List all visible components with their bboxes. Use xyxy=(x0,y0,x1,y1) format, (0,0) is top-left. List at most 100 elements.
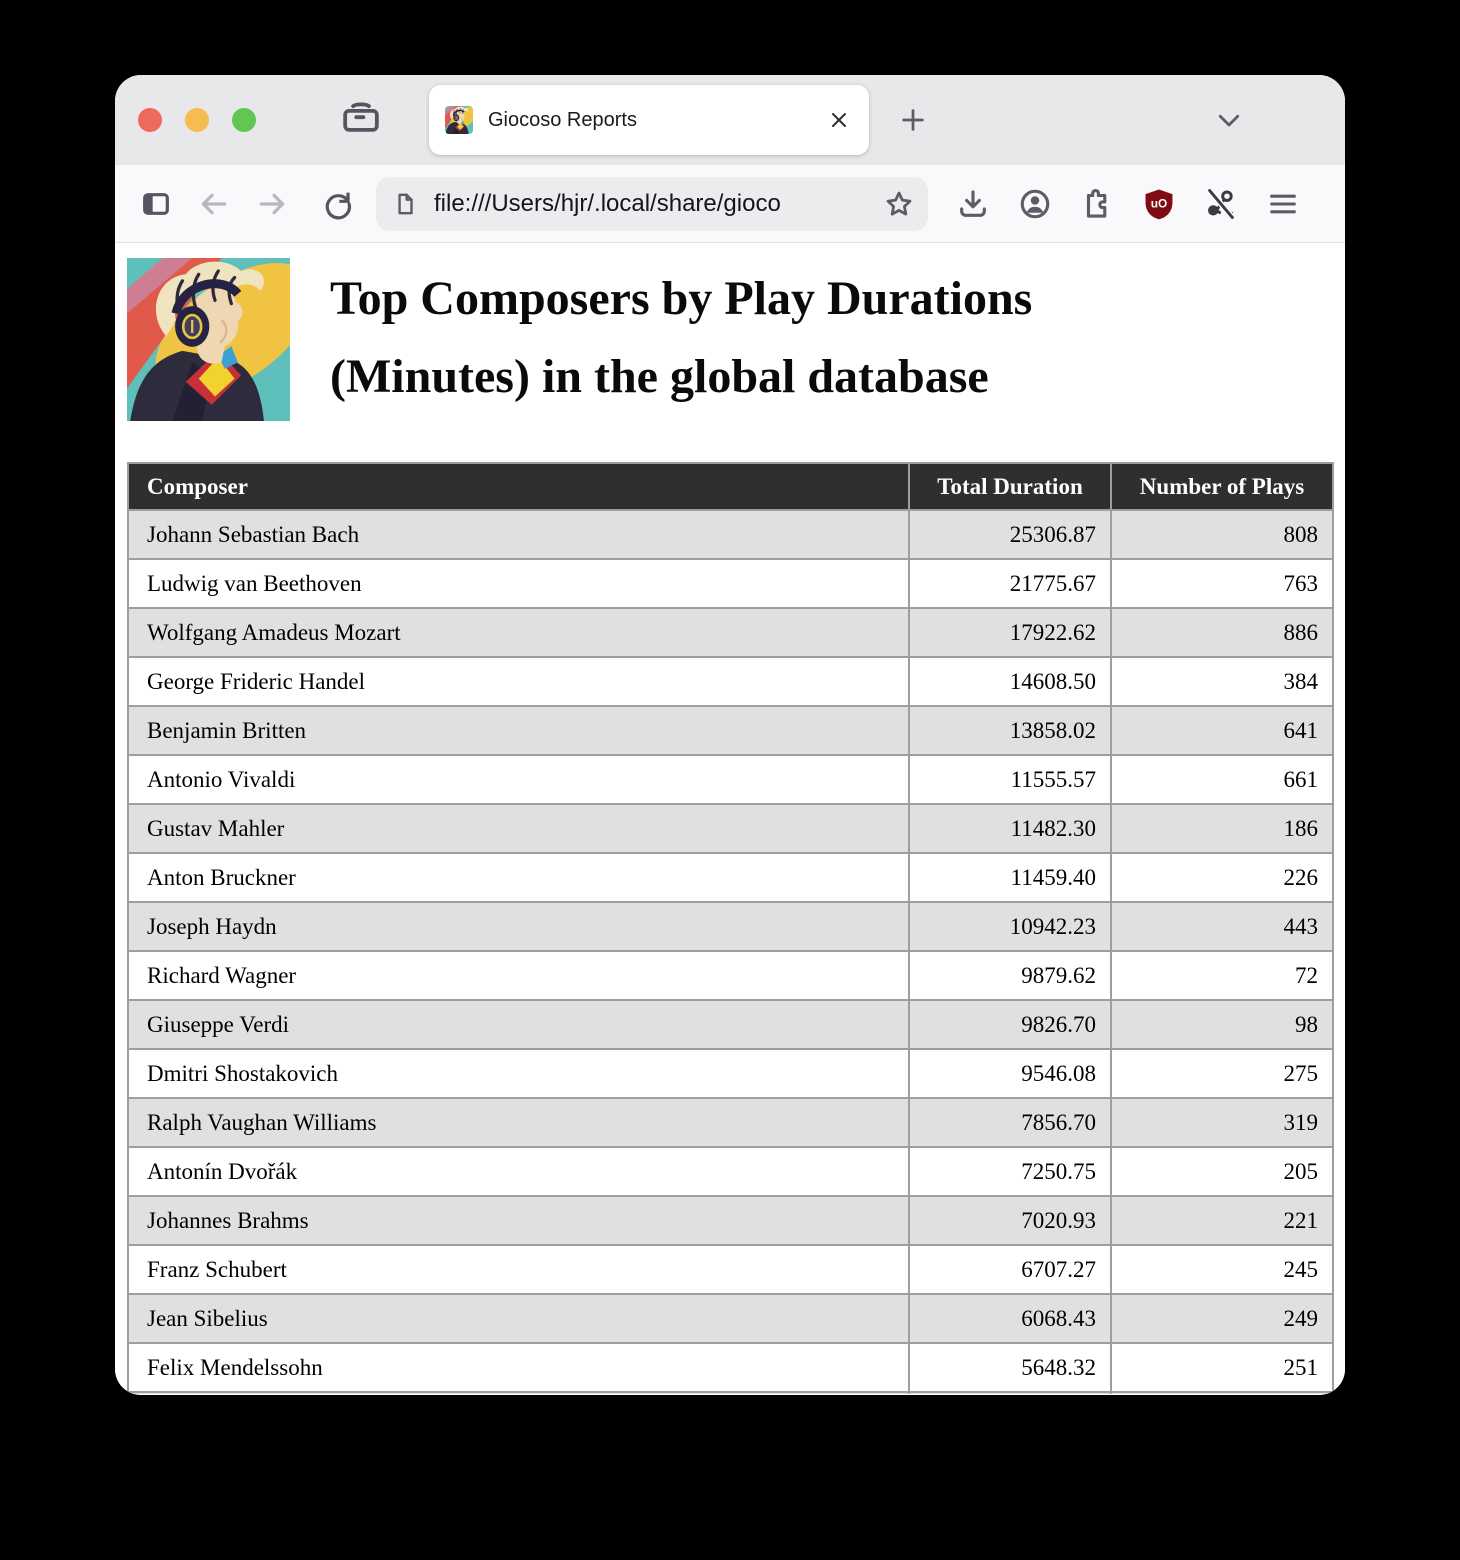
firefox-view-button[interactable] xyxy=(341,100,381,140)
tab-bar: Giocoso Reports xyxy=(115,75,1345,165)
reload-icon xyxy=(325,192,352,219)
table-row: Joseph Haydn 10942.23 443 xyxy=(127,901,1334,952)
composer-cell: Joseph Haydn xyxy=(127,901,910,952)
table-row: Benjamin Britten 13858.02 641 xyxy=(127,705,1334,756)
table-row: Richard Strauss 5425.15 151 xyxy=(127,1391,1334,1394)
table-row: Antonín Dvořák 7250.75 205 xyxy=(127,1146,1334,1197)
column-header-total-duration: Total Duration xyxy=(908,462,1112,511)
composer-cell: Antonín Dvořák xyxy=(127,1146,910,1197)
number-of-plays-cell: 384 xyxy=(1110,656,1334,707)
number-of-plays-cell: 221 xyxy=(1110,1195,1334,1246)
new-tab-button[interactable] xyxy=(893,100,933,140)
zoom-window-button[interactable] xyxy=(232,108,256,132)
tab-close-button[interactable] xyxy=(825,106,853,134)
account-icon xyxy=(1020,189,1050,218)
composer-cell: Jean Sibelius xyxy=(127,1293,910,1344)
account-button[interactable] xyxy=(1018,187,1052,221)
url-bar[interactable]: file:///Users/hjr/.local/share/gioco xyxy=(376,176,928,231)
column-header-number-of-plays: Number of Plays xyxy=(1110,462,1334,511)
total-duration-cell: 6068.43 xyxy=(908,1293,1112,1344)
composer-cell: Felix Mendelssohn xyxy=(127,1342,910,1393)
app-menu-button[interactable] xyxy=(1266,187,1300,221)
toolbar-right-icons: uO xyxy=(956,187,1300,221)
close-icon xyxy=(832,113,846,127)
total-duration-cell: 7250.75 xyxy=(908,1146,1112,1197)
table-row: Anton Bruckner 11459.40 226 xyxy=(127,852,1334,903)
forward-button[interactable] xyxy=(256,188,288,220)
hamburger-menu-icon xyxy=(1270,194,1296,213)
total-duration-cell: 9546.08 xyxy=(908,1048,1112,1099)
tab-giocoso-reports[interactable]: Giocoso Reports xyxy=(429,85,869,155)
page-title: Top Composers by Play Durations (Minutes… xyxy=(330,260,1315,416)
composer-cell: Dmitri Shostakovich xyxy=(127,1048,910,1099)
nav-toolbar: file:///Users/hjr/.local/share/gioco xyxy=(115,165,1345,243)
download-icon xyxy=(960,189,986,217)
close-window-button[interactable] xyxy=(138,108,162,132)
composer-cell: Wolfgang Amadeus Mozart xyxy=(127,607,910,658)
total-duration-cell: 11459.40 xyxy=(908,852,1112,903)
table-row: Richard Wagner 9879.62 72 xyxy=(127,950,1334,1001)
bookmark-star-icon[interactable] xyxy=(884,189,914,219)
extensions-button[interactable] xyxy=(1080,187,1114,221)
table-row: Dmitri Shostakovich 9546.08 275 xyxy=(127,1048,1334,1099)
number-of-plays-cell: 186 xyxy=(1110,803,1334,854)
table-row: Wolfgang Amadeus Mozart 17922.62 886 xyxy=(127,607,1334,658)
table-row: Antonio Vivaldi 11555.57 661 xyxy=(127,754,1334,805)
table-row: Giuseppe Verdi 9826.70 98 xyxy=(127,999,1334,1050)
back-arrow-icon xyxy=(201,193,227,214)
keepassxc-extension-button[interactable] xyxy=(1204,187,1238,221)
downloads-button[interactable] xyxy=(956,187,990,221)
composer-cell: Johannes Brahms xyxy=(127,1195,910,1246)
sidebar-toggle-button[interactable] xyxy=(140,188,172,220)
number-of-plays-cell: 319 xyxy=(1110,1097,1334,1148)
tab-favicon xyxy=(445,106,473,134)
window-controls xyxy=(138,108,256,132)
table-row: Jean Sibelius 6068.43 249 xyxy=(127,1293,1334,1344)
url-text: file:///Users/hjr/.local/share/gioco xyxy=(434,189,781,217)
number-of-plays-cell: 98 xyxy=(1110,999,1334,1050)
composer-cell: Gustav Mahler xyxy=(127,803,910,854)
total-duration-cell: 11482.30 xyxy=(908,803,1112,854)
number-of-plays-cell: 763 xyxy=(1110,558,1334,609)
table-row: Franz Schubert 6707.27 245 xyxy=(127,1244,1334,1295)
table-row: George Frideric Handel 14608.50 384 xyxy=(127,656,1334,707)
number-of-plays-cell: 641 xyxy=(1110,705,1334,756)
back-button[interactable] xyxy=(198,188,230,220)
svg-text:uO: uO xyxy=(1151,196,1168,210)
total-duration-cell: 13858.02 xyxy=(908,705,1112,756)
total-duration-cell: 6707.27 xyxy=(908,1244,1112,1295)
firefox-view-icon xyxy=(342,99,380,142)
ublock-origin-button[interactable]: uO xyxy=(1142,187,1176,221)
composer-cell: Ralph Vaughan Williams xyxy=(127,1097,910,1148)
puzzle-piece-icon xyxy=(1086,188,1107,218)
ublock-shield-icon: uO xyxy=(1145,189,1173,219)
number-of-plays-cell: 661 xyxy=(1110,754,1334,805)
minimize-window-button[interactable] xyxy=(185,108,209,132)
column-header-composer: Composer xyxy=(127,462,910,511)
total-duration-cell: 5425.15 xyxy=(908,1391,1112,1394)
number-of-plays-cell: 251 xyxy=(1110,1342,1334,1393)
sidebar-icon xyxy=(143,192,169,215)
composer-cell: Antonio Vivaldi xyxy=(127,754,910,805)
number-of-plays-cell: 275 xyxy=(1110,1048,1334,1099)
page-title-line1: Top Composers by Play Durations xyxy=(330,272,1033,325)
composer-cell: Giuseppe Verdi xyxy=(127,999,910,1050)
total-duration-cell: 14608.50 xyxy=(908,656,1112,707)
page-icon xyxy=(398,193,413,214)
number-of-plays-cell: 808 xyxy=(1110,509,1334,560)
number-of-plays-cell: 245 xyxy=(1110,1244,1334,1295)
table-row: Gustav Mahler 11482.30 186 xyxy=(127,803,1334,854)
number-of-plays-cell: 226 xyxy=(1110,852,1334,903)
number-of-plays-cell: 205 xyxy=(1110,1146,1334,1197)
composer-cell: Franz Schubert xyxy=(127,1244,910,1295)
table-row: Johannes Brahms 7020.93 221 xyxy=(127,1195,1334,1246)
total-duration-cell: 9879.62 xyxy=(908,950,1112,1001)
number-of-plays-cell: 151 xyxy=(1110,1391,1334,1394)
list-all-tabs-button[interactable] xyxy=(1209,100,1249,140)
reload-button[interactable] xyxy=(322,188,354,220)
total-duration-cell: 7020.93 xyxy=(908,1195,1112,1246)
total-duration-cell: 11555.57 xyxy=(908,754,1112,805)
giocoso-logo-image xyxy=(127,258,290,421)
number-of-plays-cell: 72 xyxy=(1110,950,1334,1001)
composer-cell: Benjamin Britten xyxy=(127,705,910,756)
